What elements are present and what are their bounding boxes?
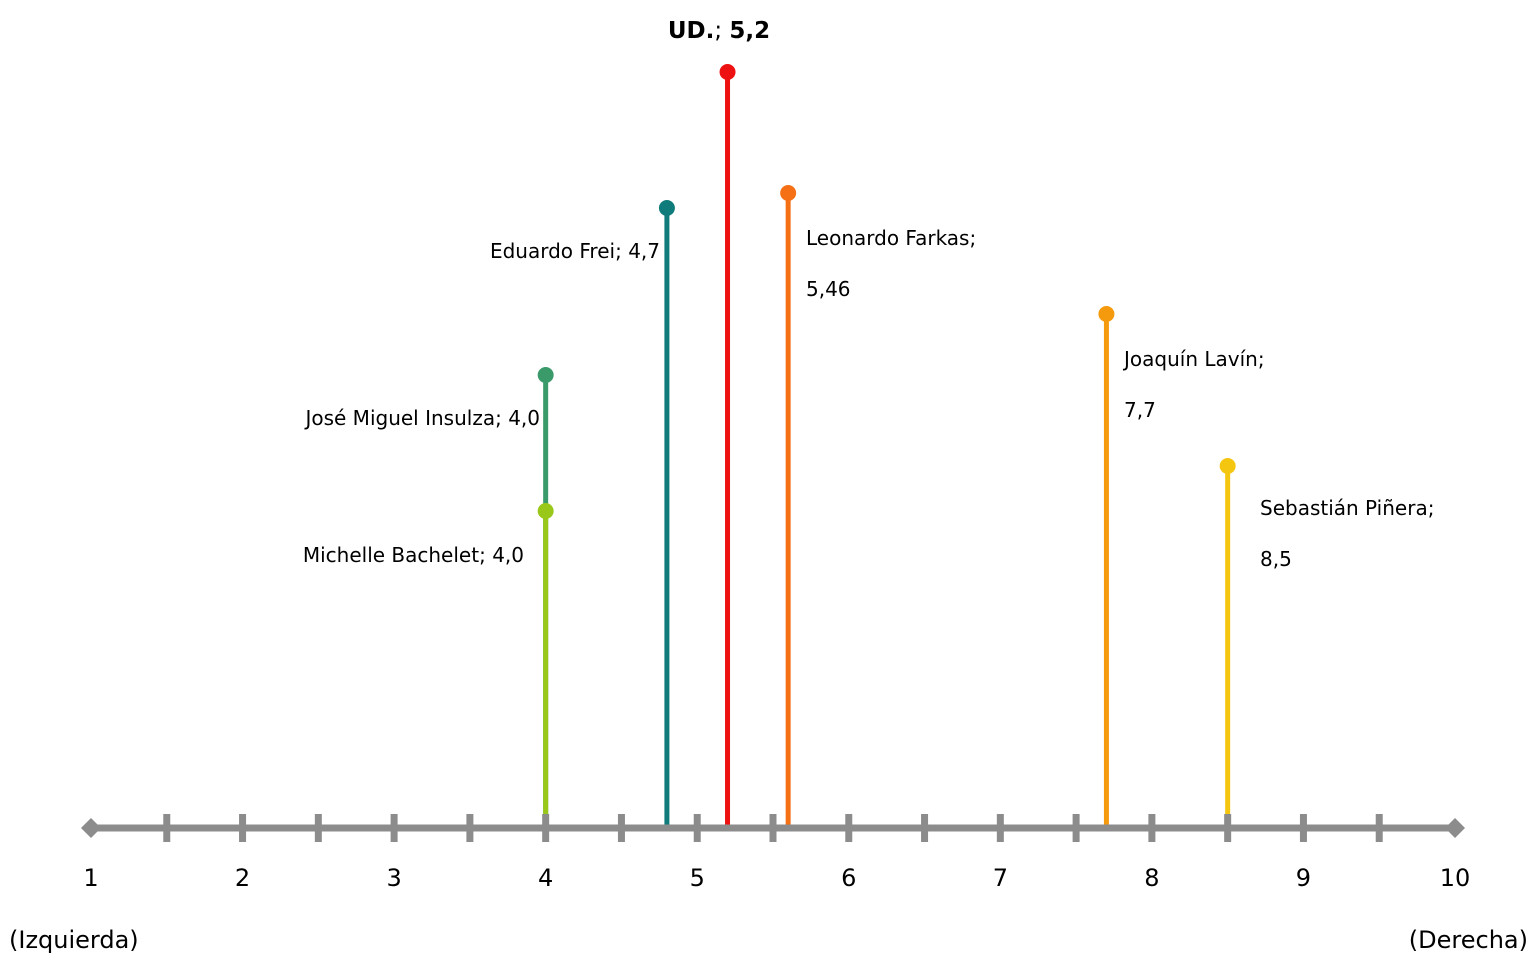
labels-layer: UD.; 5,2 Eduardo Frei; 4,7 Leonardo Farkas… bbox=[303, 18, 1435, 571]
marker-eduardo-frei bbox=[658, 200, 675, 216]
label-sebastian-pinera-value: 8,5 bbox=[1260, 547, 1292, 571]
marker-michelle-bachelet bbox=[537, 503, 554, 519]
x-tick-label: 10 bbox=[1440, 864, 1471, 892]
axis-left-end-diamond bbox=[81, 818, 101, 838]
label-ud: UD.; 5,2 bbox=[668, 18, 770, 44]
label-ud-name: UD. bbox=[668, 18, 715, 44]
label-joaquin-lavin-name: Joaquín Lavín; bbox=[1122, 347, 1265, 371]
marker-ud bbox=[719, 64, 736, 80]
label-leonardo-farkas-value: 5,46 bbox=[806, 277, 851, 301]
x-tick-label: 9 bbox=[1296, 864, 1311, 892]
x-tick-label: 5 bbox=[690, 864, 705, 892]
label-michelle-bachelet: Michelle Bachelet; 4,0 bbox=[303, 543, 524, 567]
label-leonardo-farkas-name: Leonardo Farkas; bbox=[806, 226, 976, 250]
marker-jose-miguel-insulza bbox=[537, 367, 554, 383]
tick-labels-layer: 1 2 3 4 5 6 7 8 9 10 (Izquierda) (Derecha) bbox=[9, 864, 1528, 954]
axis-right-label: (Derecha) bbox=[1409, 926, 1528, 954]
label-joaquin-lavin: Joaquín Lavín; 7,7 bbox=[1122, 347, 1265, 422]
markers-layer bbox=[537, 64, 1236, 519]
label-eduardo-frei-name: Eduardo Frei bbox=[490, 239, 615, 263]
label-jose-miguel-insulza: José Miguel Insulza; 4,0 bbox=[303, 406, 540, 430]
label-eduardo-frei-value: 4,7 bbox=[628, 239, 660, 263]
marker-sebastian-pinera bbox=[1219, 458, 1236, 474]
x-tick-label: 3 bbox=[386, 864, 401, 892]
label-jose-miguel-insulza-value: 4,0 bbox=[508, 406, 540, 430]
label-leonardo-farkas: Leonardo Farkas; 5,46 bbox=[806, 226, 976, 301]
stems-layer bbox=[543, 72, 1231, 828]
x-tick-label: 6 bbox=[841, 864, 856, 892]
x-tick-label: 1 bbox=[83, 864, 98, 892]
label-jose-miguel-insulza-name: José Miguel Insulza bbox=[303, 406, 495, 430]
x-tick-label: 2 bbox=[235, 864, 250, 892]
label-sebastian-pinera-name: Sebastián Piñera; bbox=[1260, 496, 1434, 520]
label-michelle-bachelet-name: Michelle Bachelet bbox=[303, 543, 479, 567]
label-sebastian-pinera: Sebastián Piñera; 8,5 bbox=[1260, 496, 1434, 571]
label-joaquin-lavin-value: 7,7 bbox=[1124, 398, 1156, 422]
label-ud-value: 5,2 bbox=[729, 18, 770, 44]
marker-joaquin-lavin bbox=[1098, 306, 1115, 322]
axis-layer bbox=[81, 814, 1465, 842]
axis-left-label: (Izquierda) bbox=[9, 926, 139, 954]
marker-leonardo-farkas bbox=[780, 185, 797, 201]
label-eduardo-frei: Eduardo Frei; 4,7 bbox=[490, 239, 660, 263]
x-tick-label: 8 bbox=[1144, 864, 1159, 892]
axis-right-end-diamond bbox=[1445, 818, 1465, 838]
x-tick-label: 7 bbox=[993, 864, 1008, 892]
x-tick-label: 4 bbox=[538, 864, 553, 892]
label-michelle-bachelet-value: 4,0 bbox=[492, 543, 524, 567]
